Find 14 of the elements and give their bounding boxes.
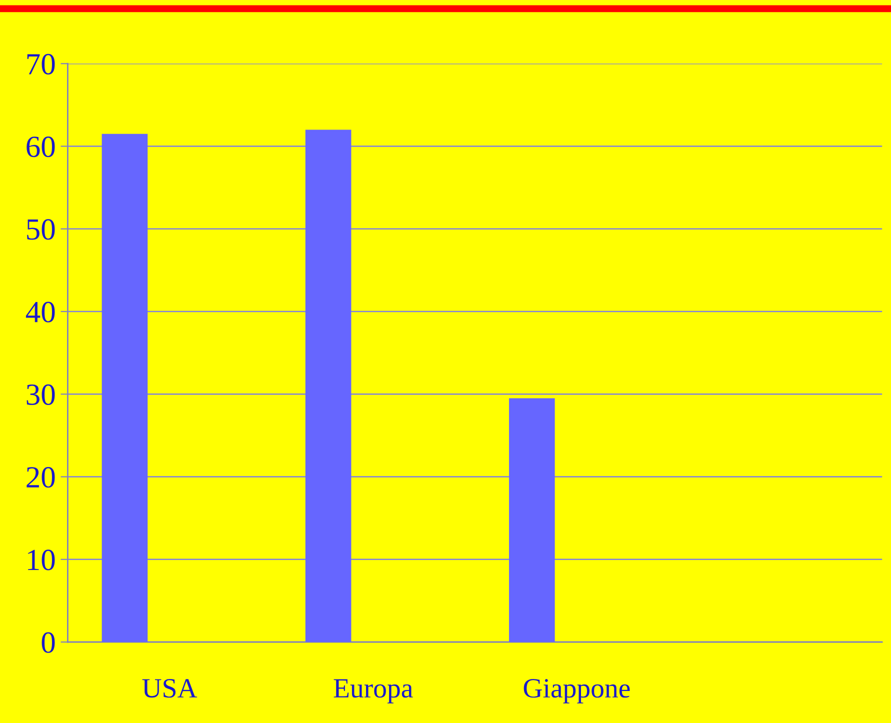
x-tick-label: USA [142, 679, 198, 698]
y-tick-label: 0 [42, 632, 55, 653]
bar [509, 398, 555, 642]
y-tick-label: 20 [26, 467, 55, 488]
y-tick-label: 10 [28, 550, 55, 570]
bar [305, 130, 352, 642]
y-tick-label: 70 [27, 54, 55, 75]
y-tick-label: 50 [27, 219, 55, 240]
bar [102, 134, 148, 642]
y-tick-label: 40 [26, 302, 55, 322]
x-tick-label: Europa [334, 679, 413, 704]
y-tick-label: 60 [26, 136, 55, 158]
x-tick-label: Giappone [524, 679, 630, 704]
y-tick-label: 30 [26, 384, 55, 406]
